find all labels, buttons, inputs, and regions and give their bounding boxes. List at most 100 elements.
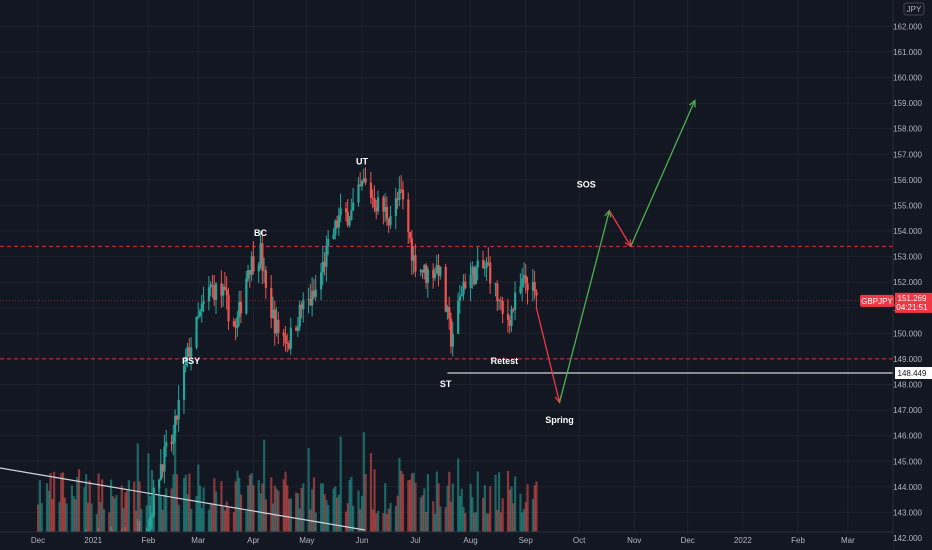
volume-bar xyxy=(295,492,298,532)
candle-body xyxy=(373,198,376,208)
candle-body xyxy=(287,343,291,349)
volume-bar xyxy=(225,501,228,532)
candle-body xyxy=(473,267,476,285)
volume-bar xyxy=(49,472,52,532)
volume-bars xyxy=(37,430,538,532)
candle-body xyxy=(270,288,273,319)
volume-bar xyxy=(184,474,187,532)
volume-bar xyxy=(97,473,100,532)
volume-bar xyxy=(211,503,214,532)
candle-body xyxy=(531,282,535,291)
volume-bar xyxy=(362,432,365,532)
candle-body xyxy=(302,299,305,310)
volume-bar xyxy=(138,481,141,532)
volume-bar xyxy=(113,498,116,532)
volume-bar xyxy=(302,483,305,532)
volume-bar xyxy=(182,477,186,532)
volume-bar xyxy=(312,477,316,532)
volume-bar xyxy=(76,477,79,532)
candle-body xyxy=(311,290,314,306)
volume-bar xyxy=(421,495,424,532)
volume-bar xyxy=(257,480,260,532)
candle-body xyxy=(344,208,348,212)
candle-body xyxy=(159,464,163,480)
volume-bar xyxy=(451,483,454,532)
candle-body xyxy=(296,326,300,331)
candle-body xyxy=(174,416,177,435)
currency-box[interactable] xyxy=(903,2,925,16)
candle-body xyxy=(220,283,223,296)
volume-bar xyxy=(344,511,348,532)
candle-body xyxy=(321,261,324,273)
volume-bar xyxy=(99,502,102,532)
time-tick-label: Dec xyxy=(681,536,695,545)
price-tick-label: 152.000 xyxy=(893,278,922,287)
volume-bar xyxy=(524,502,527,532)
price-tick-label: 160.000 xyxy=(893,74,922,83)
volume-bar xyxy=(494,474,497,532)
currency-label: JPY xyxy=(907,5,922,14)
candle-body xyxy=(375,207,378,212)
candle-body xyxy=(234,326,237,328)
volume-bar xyxy=(325,500,328,532)
volume-bar xyxy=(261,483,264,532)
volume-bar xyxy=(533,485,536,532)
volume-bar xyxy=(152,504,155,532)
projection-segment xyxy=(630,100,696,247)
volume-bar xyxy=(150,470,154,532)
candle-body xyxy=(387,219,390,226)
volume-bar xyxy=(498,472,501,532)
candle-body xyxy=(259,243,262,265)
candle-body xyxy=(460,294,463,297)
candle-body xyxy=(163,446,166,472)
volume-bar xyxy=(115,494,118,532)
volume-bar xyxy=(111,496,114,532)
candle-body xyxy=(412,255,415,261)
projection-segment xyxy=(608,210,632,247)
volume-bar xyxy=(239,494,243,532)
candle-body xyxy=(444,266,447,312)
volume-bar xyxy=(287,498,291,532)
time-axis[interactable]: Dec 2021 Feb Mar Apr May Jun Jul Aug Sep Oct Nov Dec… xyxy=(0,531,893,550)
price-tick-label: 149.000 xyxy=(893,355,922,364)
candle-body xyxy=(437,265,440,276)
time-axis-background xyxy=(0,532,893,550)
candle-body xyxy=(462,281,465,295)
volume-bar xyxy=(209,502,212,532)
candle-body xyxy=(498,300,501,302)
volume-bar xyxy=(88,480,91,532)
volume-bar xyxy=(198,485,202,532)
volume-bar xyxy=(38,480,41,532)
candle-body xyxy=(457,300,460,334)
price-axis[interactable]: 162.000 161.000 160.000 159.000 158.000 157.0… xyxy=(892,0,932,550)
candle-body xyxy=(514,292,517,311)
candle-body xyxy=(182,365,186,400)
volume-bar xyxy=(58,501,61,532)
volume-bar xyxy=(195,496,198,532)
volume-bar xyxy=(385,513,389,532)
volume-bar xyxy=(120,485,123,532)
volume-bar xyxy=(202,487,205,532)
candle-body xyxy=(209,284,212,288)
candle-body xyxy=(499,300,502,302)
volume-bar xyxy=(376,510,380,532)
volume-bar xyxy=(122,507,125,532)
candle-body xyxy=(307,299,310,301)
volume-bar xyxy=(426,474,430,532)
price-tick-label: 148.000 xyxy=(893,381,922,390)
volume-bar xyxy=(314,512,317,532)
volume-bar xyxy=(423,488,426,532)
volume-bar xyxy=(136,443,139,532)
candle-body xyxy=(506,313,510,320)
candle-body xyxy=(247,270,250,279)
time-tick-label: Feb xyxy=(141,536,155,545)
candle-body xyxy=(524,275,527,284)
volume-bar xyxy=(140,509,143,532)
volume-bar xyxy=(133,481,136,532)
candle-body xyxy=(225,289,228,296)
volume-bar xyxy=(469,483,472,532)
volume-bar xyxy=(186,494,189,532)
candle-body xyxy=(357,184,360,203)
candle-body xyxy=(489,262,492,284)
